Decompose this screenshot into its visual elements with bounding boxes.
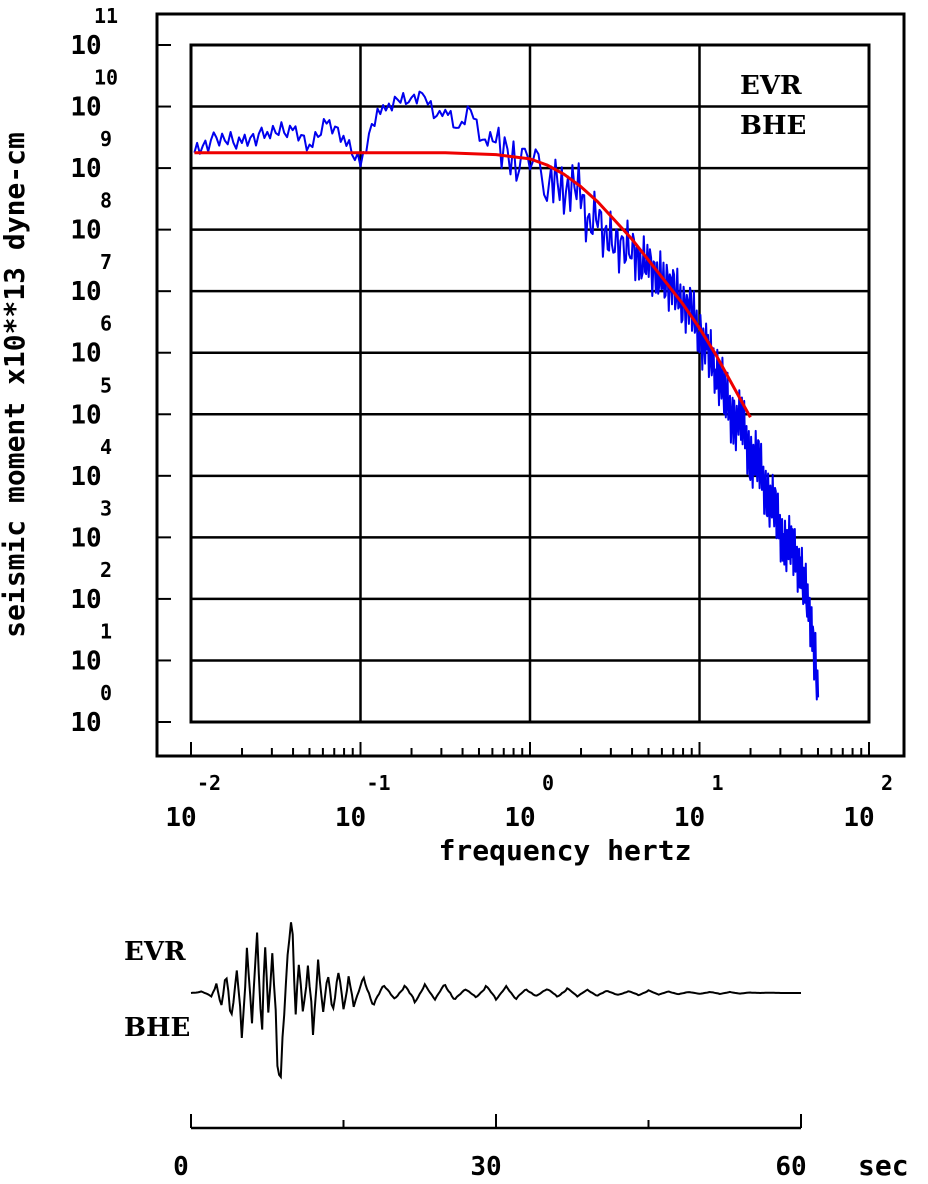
- y-tick-label-base: 10: [70, 462, 101, 492]
- seismogram-x-tick-labels: 0 30 60: [173, 1152, 806, 1182]
- time-tick-label: 0: [173, 1152, 189, 1182]
- y-tick-label-base: 10: [70, 154, 101, 184]
- model-fit-line: [194, 151, 752, 419]
- y-tick-label-base: 10: [70, 585, 101, 615]
- y-tick-label-exponent: 2: [100, 558, 112, 582]
- y-tick-label-exponent: 0: [100, 681, 112, 705]
- spectrum-line: [193, 90, 820, 701]
- x-tick-label-exponent: 1: [711, 771, 723, 795]
- x-tick-label-exponent: -1: [366, 771, 390, 795]
- y-tick-label-exponent: 8: [100, 189, 112, 213]
- time-tick-label: 30: [470, 1152, 501, 1182]
- y-tick-label-exponent: 5: [100, 373, 112, 397]
- y-tick-label-exponent: 6: [100, 312, 112, 336]
- spectrum-y-axis-label: seismic moment x10**13 dyne-cm: [0, 132, 31, 638]
- x-tick-label-base: 10: [674, 803, 705, 833]
- y-tick-label-base: 10: [70, 31, 101, 61]
- y-tick-label-base: 10: [70, 339, 101, 369]
- y-tick-label-base: 10: [70, 216, 101, 246]
- y-tick-label-base: 10: [70, 277, 101, 307]
- y-tick-label-exponent: 3: [100, 496, 112, 520]
- y-tick-label-base: 10: [70, 708, 101, 738]
- y-tick-label-exponent: 4: [100, 435, 112, 459]
- time-tick-label: 60: [775, 1152, 806, 1182]
- spectrum-x-axis-label: frequency hertz: [439, 834, 692, 867]
- y-tick-label-base: 10: [70, 646, 101, 676]
- x-tick-label-base: 10: [843, 803, 874, 833]
- y-tick-label-base: 10: [70, 400, 101, 430]
- seismogram-annotation-channel: BHE: [124, 1013, 190, 1043]
- seismogram-time-axis: [190, 1114, 802, 1130]
- y-tick-label-exponent: 9: [100, 127, 112, 151]
- spectrum-grid: [191, 45, 869, 722]
- x-tick-label-base: 10: [504, 803, 535, 833]
- y-tick-label-exponent: 7: [100, 250, 112, 274]
- seismogram-trace: [190, 922, 801, 1080]
- x-tick-label-base: 10: [165, 803, 196, 833]
- y-tick-label-exponent: 10: [94, 66, 118, 90]
- y-tick-label-base: 10: [70, 93, 101, 123]
- seismogram-waveform: [190, 922, 801, 1080]
- spectrum-annotation-station: EVR: [740, 71, 802, 101]
- y-tick-label-base: 10: [70, 523, 101, 553]
- spectrum-annotation-channel: BHE: [740, 111, 806, 141]
- x-tick-label-exponent: -2: [197, 771, 221, 795]
- x-tick-label-base: 10: [335, 803, 366, 833]
- spectrum-y-tick-labels: 10 0 10 1 10 2 10 3 10 4 10 5 10 6 10 7 10 8 10 9 10 10 10 11: [70, 4, 118, 738]
- seismogram-x-axis-label: sec: [858, 1149, 909, 1182]
- spectrum-series: [193, 90, 820, 701]
- x-tick-label-exponent: 2: [881, 771, 893, 795]
- y-tick-label-exponent: 11: [94, 4, 118, 28]
- spectrum-ticks: [157, 44, 870, 756]
- x-tick-label-exponent: 0: [542, 771, 554, 795]
- y-tick-label-exponent: 1: [100, 619, 112, 643]
- seismogram-annotation-station: EVR: [124, 937, 186, 967]
